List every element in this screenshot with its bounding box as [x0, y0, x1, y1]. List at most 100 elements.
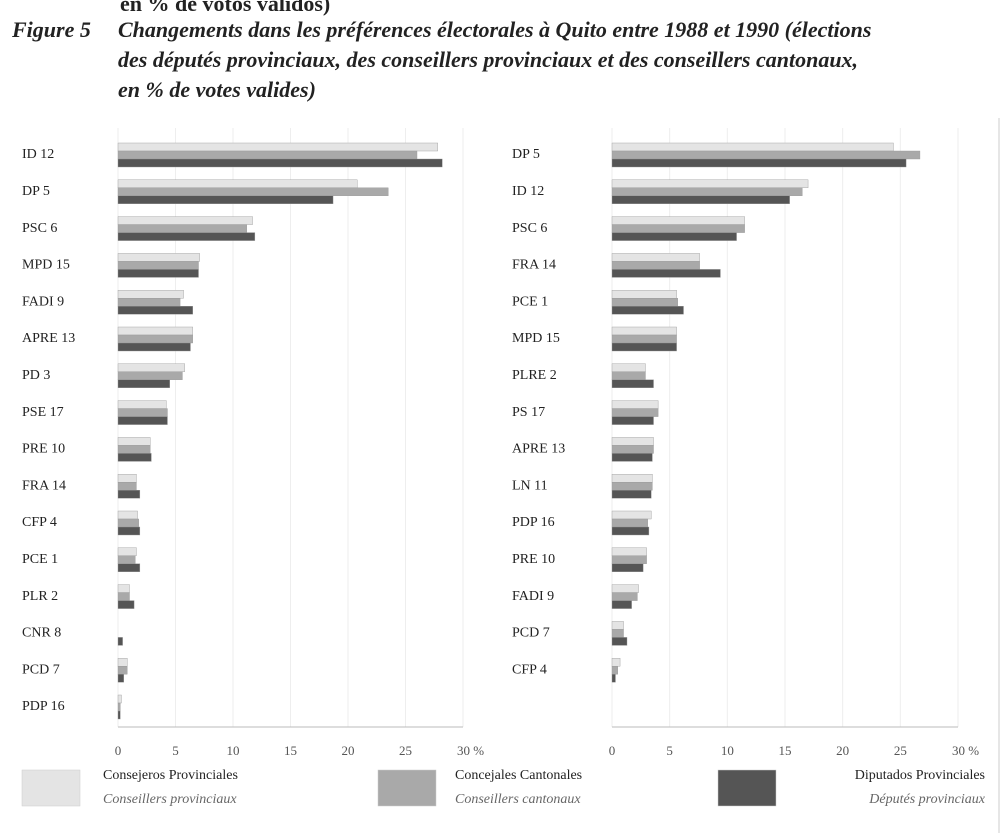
category-label: PSC 6	[22, 221, 57, 236]
bar	[117, 290, 184, 299]
category-label: PSC 6	[512, 221, 547, 236]
bar	[117, 584, 130, 593]
bar	[117, 334, 193, 344]
bar	[611, 490, 652, 499]
bar	[611, 555, 647, 564]
legend-label-fr: Conseillers cantonaux	[455, 792, 581, 807]
bar	[611, 400, 659, 409]
bar	[117, 326, 193, 336]
bar	[117, 195, 334, 205]
category-label: PCE 1	[512, 294, 548, 309]
cut-line: en % de votos validos)	[120, 0, 330, 16]
category-label: PRE 10	[22, 442, 65, 457]
bar	[611, 216, 745, 225]
x-tick-label: 20	[342, 743, 355, 758]
bar	[611, 371, 646, 380]
title-line: des députés provinciaux, des conseillers…	[118, 47, 858, 72]
bar	[611, 510, 652, 520]
category-label: CFP 4	[512, 662, 547, 677]
bar	[611, 482, 653, 491]
category-label: PD 3	[22, 368, 50, 383]
bar	[117, 253, 200, 262]
bar	[117, 158, 443, 168]
category-label: CFP 4	[22, 515, 57, 530]
bar	[117, 694, 122, 704]
bar	[611, 592, 638, 601]
title-line: Changements dans les préférences élector…	[118, 17, 871, 42]
bar	[611, 379, 654, 388]
legend-label: Concejales Cantonales	[455, 768, 582, 783]
bar	[117, 710, 121, 720]
bar	[117, 142, 438, 152]
x-tick-label: 25	[894, 743, 907, 758]
bar	[611, 518, 648, 528]
bar	[611, 224, 745, 233]
bar	[611, 563, 644, 572]
legend-label-fr: Conseillers provinciaux	[103, 792, 237, 807]
category-label: CNR 8	[22, 626, 61, 641]
category-label: PDP 16	[512, 515, 555, 530]
bar	[117, 510, 138, 520]
x-tick-label: 10	[721, 743, 734, 758]
bar	[117, 437, 151, 446]
bar	[611, 150, 921, 160]
x-tick-label: 15	[284, 743, 297, 758]
category-label: PSE 17	[22, 405, 64, 420]
category-label: PLR 2	[22, 589, 58, 604]
legend-swatch	[377, 769, 437, 807]
category-label: LN 11	[512, 478, 548, 493]
bar	[611, 674, 616, 683]
title-line: en % de votes valides)	[118, 77, 316, 102]
category-label: PLRE 2	[512, 368, 557, 383]
category-label: APRE 13	[22, 331, 75, 346]
bar	[611, 298, 678, 307]
bar	[611, 326, 677, 336]
x-tick-label: 15	[779, 743, 792, 758]
bar	[117, 474, 137, 483]
bar	[117, 179, 358, 189]
bar	[117, 518, 139, 528]
category-label: PCE 1	[22, 552, 58, 567]
bar	[611, 334, 677, 344]
bar	[611, 342, 677, 352]
bar	[117, 371, 183, 380]
bar	[611, 187, 803, 197]
figure-label: Figure 5	[11, 17, 91, 42]
bar	[611, 547, 647, 556]
bar	[117, 637, 123, 646]
bar	[611, 363, 646, 372]
bar	[117, 555, 136, 564]
bar	[611, 637, 628, 646]
bar	[117, 150, 418, 160]
bar	[117, 416, 168, 425]
bar	[117, 547, 137, 556]
bar	[117, 224, 248, 233]
bar	[611, 474, 653, 483]
bar	[611, 437, 654, 446]
category-label: FRA 14	[22, 478, 66, 493]
x-tick-label: 5	[666, 743, 673, 758]
category-label: PCD 7	[512, 626, 550, 641]
bar	[117, 453, 152, 462]
bar	[117, 600, 135, 609]
bar	[611, 142, 894, 152]
bar	[117, 216, 253, 225]
bar	[611, 179, 809, 189]
bar	[117, 563, 141, 572]
bar	[611, 306, 684, 315]
bar	[611, 232, 737, 241]
category-label: FADI 9	[22, 294, 64, 309]
category-label: DP 5	[512, 147, 540, 162]
x-tick-label: 0	[115, 743, 122, 758]
bar	[117, 445, 151, 454]
bar	[611, 195, 790, 205]
bar	[611, 600, 632, 609]
bar	[611, 453, 653, 462]
legend-label: Consejeros Provinciales	[103, 768, 238, 783]
bar	[611, 666, 618, 675]
bar	[117, 379, 170, 388]
bar	[611, 290, 677, 299]
category-label: MPD 15	[512, 331, 560, 346]
bar	[117, 342, 191, 352]
